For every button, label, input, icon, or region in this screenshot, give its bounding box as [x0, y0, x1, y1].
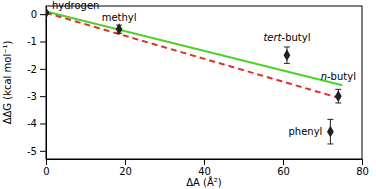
error-bar: [327, 119, 333, 144]
data-point: [327, 126, 334, 138]
tick-label: -1: [27, 36, 37, 47]
tick-mark: [283, 159, 284, 165]
tick: 20: [119, 159, 132, 177]
fit-line: [46, 11, 342, 85]
labels: hydrogenmethyl tert-butyl n-butyl phenyl: [52, 0, 356, 137]
tick-label: 60: [277, 166, 290, 177]
x-axis: 0 20 40 60 80: [43, 159, 369, 177]
tick: 40: [198, 159, 211, 177]
tick: -1: [27, 36, 46, 47]
tick-mark: [125, 159, 126, 165]
tick-mark: [40, 42, 46, 43]
tick-label: 20: [119, 166, 132, 177]
plot-area: [46, 7, 342, 144]
x-axis-title: ΔA (Å²): [186, 176, 222, 188]
data-point: [46, 7, 49, 19]
tick-mark: [46, 159, 47, 165]
tick: 80: [356, 159, 369, 177]
tick-label: 0: [31, 9, 37, 20]
data-point: [284, 49, 291, 61]
tick-mark: [362, 159, 363, 165]
point-label: n-butyl: [321, 71, 356, 82]
tick-label: 0: [43, 166, 49, 177]
tick: -2: [27, 64, 46, 75]
tick-label: -5: [27, 146, 37, 157]
point-label: hydrogen: [52, 0, 99, 11]
point-label: methyl: [102, 12, 137, 23]
tick-mark: [40, 123, 46, 124]
data-point: [116, 23, 123, 35]
tick: -4: [27, 118, 46, 129]
tick: 0: [43, 159, 49, 177]
tick: -5: [27, 146, 46, 157]
tick: 60: [277, 159, 290, 177]
plot-frame: [46, 6, 362, 159]
tick-mark: [40, 14, 46, 15]
tick-mark: [40, 96, 46, 97]
tick-mark: [40, 151, 46, 152]
tick: 0: [31, 9, 46, 20]
tick-label: -3: [27, 91, 37, 102]
point-label: phenyl: [289, 126, 323, 137]
chart: 0 20 40 60 80 -5 -4 -3 -2 -1 0 ΔA (Å²) ΔΔG (kcal mol…: [0, 0, 376, 189]
fit-line: [46, 13, 342, 99]
y-axis: -5 -4 -3 -2 -1 0: [27, 7, 46, 160]
tick-label: 80: [356, 166, 369, 177]
tick-label: 40: [198, 166, 211, 177]
tick: -3: [27, 91, 46, 102]
y-axis-title: ΔΔG (kcal mol⁻¹): [2, 41, 13, 125]
tick-mark: [40, 69, 46, 70]
tick-label: -4: [27, 118, 37, 129]
data-point: [335, 90, 342, 102]
point-label: tert-butyl: [263, 32, 310, 43]
tick-mark: [204, 159, 205, 165]
tick-label: -2: [27, 64, 37, 75]
error-bar: [284, 47, 290, 63]
error-bar: [335, 89, 341, 103]
